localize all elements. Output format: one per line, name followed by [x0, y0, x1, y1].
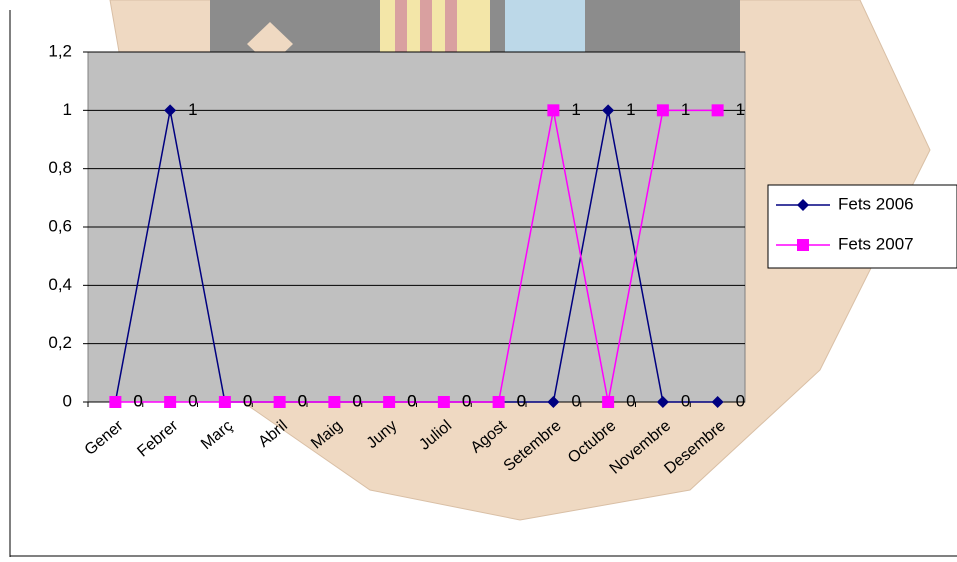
marker — [602, 396, 615, 408]
x-tick-label: Gener — [82, 417, 128, 459]
marker — [109, 396, 122, 408]
y-tick-label: 0,8 — [48, 158, 72, 177]
y-tick-label: 1,2 — [48, 41, 72, 60]
marker — [602, 104, 615, 117]
data-label: 0 — [736, 391, 745, 410]
data-label: 0 — [407, 391, 416, 410]
data-label: 0 — [352, 391, 361, 410]
marker — [218, 396, 231, 408]
marker — [328, 396, 341, 408]
data-label: 0 — [517, 391, 526, 410]
data-label: 0 — [133, 391, 142, 410]
x-tick-label: Març — [198, 417, 236, 453]
data-label: 0 — [243, 391, 252, 410]
legend — [767, 184, 957, 269]
data-label: 1 — [571, 100, 580, 119]
data-label: 0 — [298, 391, 307, 410]
marker — [547, 396, 560, 408]
x-tick-label: Febrer — [134, 417, 182, 461]
series-line — [115, 109, 718, 403]
marker — [711, 396, 724, 408]
data-label: 0 — [243, 391, 252, 410]
marker — [164, 396, 177, 408]
marker — [711, 104, 724, 117]
y-tick-label: 1 — [63, 100, 72, 119]
marker — [492, 396, 505, 408]
marker — [656, 104, 669, 117]
marker — [547, 104, 560, 117]
data-label: 0 — [407, 391, 416, 410]
data-label: 0 — [517, 391, 526, 410]
data-label: 0 — [462, 391, 471, 410]
data-label: 0 — [626, 391, 635, 410]
marker — [383, 396, 396, 408]
data-label: 1 — [681, 100, 690, 119]
data-label: 0 — [352, 391, 361, 410]
data-label: 0 — [681, 391, 690, 410]
marker — [273, 396, 286, 408]
marker — [656, 396, 669, 408]
data-label: 0 — [462, 391, 471, 410]
y-tick-label: 0,6 — [48, 216, 72, 235]
y-tick-label: 0,4 — [48, 275, 72, 294]
data-label: 1 — [626, 100, 635, 119]
data-label: 0 — [571, 391, 580, 410]
marker — [164, 104, 177, 117]
marker — [797, 199, 809, 211]
marker — [437, 396, 450, 408]
data-label: 0 — [298, 391, 307, 410]
data-label: 0 — [188, 391, 197, 410]
legend-label: Fets 2006 — [838, 194, 914, 213]
data-label: 0 — [133, 391, 142, 410]
marker — [797, 239, 809, 251]
y-tick-label: 0,2 — [48, 333, 72, 352]
y-tick-label: 0 — [63, 391, 72, 410]
legend-label: Fets 2007 — [838, 234, 914, 253]
data-label: 1 — [736, 100, 745, 119]
data-label: 1 — [188, 100, 197, 119]
